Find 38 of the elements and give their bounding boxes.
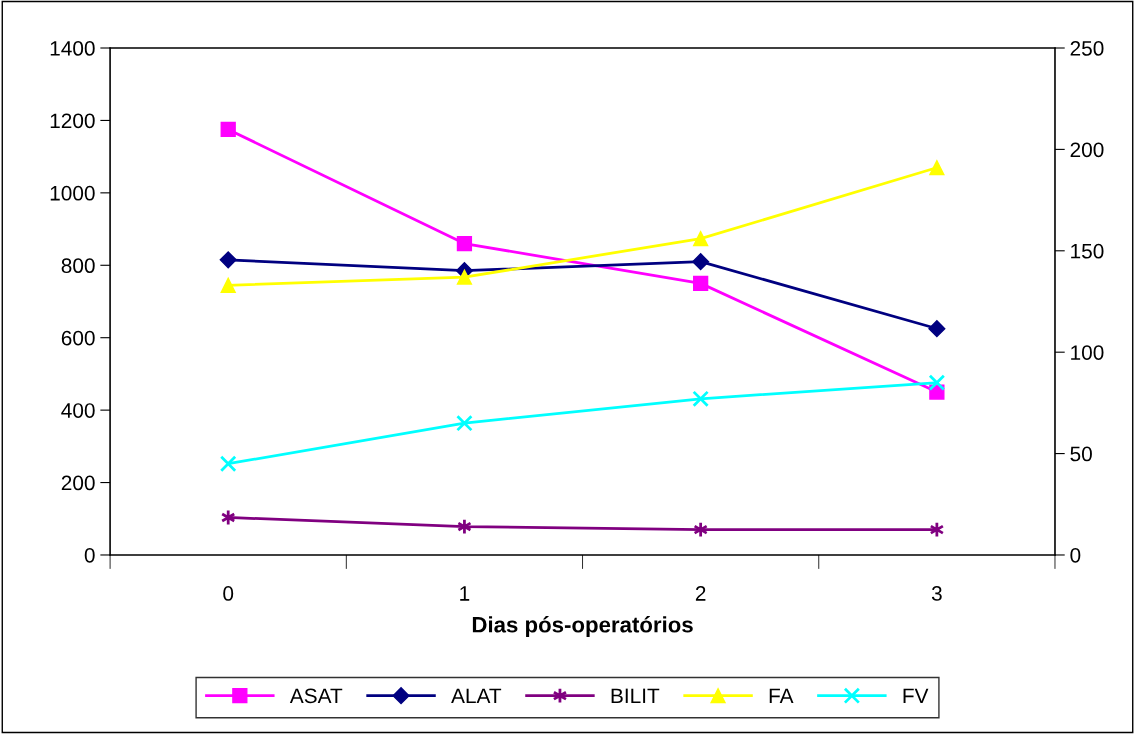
point [456, 414, 473, 432]
y-tick-label: 800 [61, 258, 95, 274]
y-tick-label: 600 [61, 330, 95, 346]
point [220, 121, 236, 138]
point [693, 275, 709, 292]
y2-tick-label: 0 [1070, 547, 1081, 563]
legend-label: BILIT [611, 688, 660, 703]
y2-tick-label: 150 [1071, 243, 1104, 259]
y-tick-label: 1000 [50, 185, 95, 201]
y-tick-label: 400 [61, 403, 95, 418]
y2-tick-label: 100 [1071, 345, 1104, 360]
legend-label: ALAT [451, 688, 502, 703]
legend-label: FV [903, 688, 929, 703]
y2-tick-label: 200 [1070, 142, 1104, 158]
point [692, 390, 709, 408]
legend-label: FA [769, 688, 794, 703]
x-tick-label: 2 [695, 586, 706, 601]
point [693, 230, 709, 247]
y2-tick-label: 50 [1070, 446, 1092, 462]
point [456, 235, 473, 252]
y-tick-label: 200 [61, 475, 95, 491]
point [928, 320, 946, 338]
x-tick-label: 3 [931, 586, 942, 601]
point [692, 253, 710, 271]
point [219, 251, 237, 269]
y-tick-label: 0 [84, 547, 95, 563]
y-tick-label: 1400 [50, 41, 95, 56]
point [219, 455, 237, 473]
point [929, 160, 945, 176]
x-tick-label: 1 [460, 586, 470, 601]
point [220, 277, 236, 293]
y2-tick-label: 250 [1070, 41, 1104, 56]
point [928, 374, 946, 391]
y-tick-label: 1200 [50, 113, 95, 129]
x-axis-title: Dias pós-operatórios [472, 616, 693, 637]
legend-label: ASAT [289, 688, 343, 704]
point [456, 269, 473, 285]
x-tick-label: 0 [223, 586, 234, 601]
